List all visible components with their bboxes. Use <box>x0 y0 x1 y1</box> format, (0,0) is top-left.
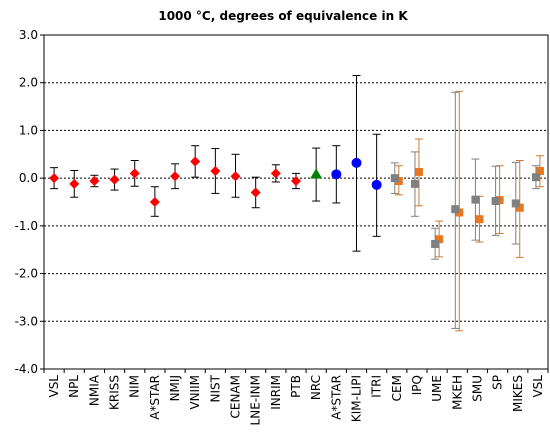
data-point <box>69 178 80 189</box>
x-axis-ticks: VSL NPL NMIA KRISS NIM A*STAR NMIJ VNIIM NIST CEN… <box>43 369 549 425</box>
y-tick-label: -2.0 <box>15 267 38 281</box>
data-point <box>515 203 524 212</box>
x-tick-label: KIM-LIPI <box>349 375 363 422</box>
data-point <box>291 176 301 187</box>
data-point <box>414 167 423 176</box>
data-point <box>190 156 201 167</box>
data-point <box>491 197 500 206</box>
data-point <box>451 205 460 214</box>
x-tick-label: NRC <box>309 375 323 400</box>
x-tick-label: KRISS <box>108 375 122 410</box>
x-tick-label: NPL <box>67 375 81 398</box>
data-point <box>89 176 100 187</box>
data-point <box>250 187 261 198</box>
plot-frame <box>43 34 549 370</box>
data-point <box>390 174 399 183</box>
x-tick-label: VSL <box>47 375 61 398</box>
x-tick-label: VSL <box>531 375 545 398</box>
y-tick-label: -4.0 <box>15 362 38 376</box>
data-point <box>270 168 281 179</box>
x-tick-label: CENAM <box>229 375 243 419</box>
data-point <box>535 166 544 175</box>
data-point <box>210 165 221 176</box>
data-point <box>410 179 419 188</box>
x-tick-label: PTB <box>289 375 303 398</box>
data-point <box>351 157 362 168</box>
x-tick-label: VNIIM <box>188 375 202 410</box>
data-point <box>511 199 520 208</box>
x-tick-label: NMIJ <box>168 375 182 401</box>
y-tick-label: 2.0 <box>19 76 38 90</box>
x-tick-label: MIKES <box>511 375 525 412</box>
data-point <box>431 239 440 248</box>
x-tick-label: NIM <box>128 375 142 398</box>
x-tick-label: NIST <box>208 374 222 402</box>
data-point <box>310 168 323 179</box>
data-marks <box>49 75 544 332</box>
x-tick-label: SMU <box>470 375 484 402</box>
data-point <box>129 168 140 179</box>
y-tick-label: 0.0 <box>19 171 38 185</box>
data-point <box>435 235 444 244</box>
y-axis-ticks: 3.0 2.0 1.0 0.0 -1.0 -2.0 -3.0 -4.0 <box>15 28 44 376</box>
data-point <box>149 197 160 207</box>
data-point <box>531 173 540 182</box>
x-tick-label: CEM <box>390 375 404 401</box>
x-tick-label: A*STAR <box>329 375 343 420</box>
chart-title: 1000 °C, degrees of equivalence in K <box>158 9 408 23</box>
x-tick-label: ITRI <box>370 375 384 398</box>
x-tick-label: A*STAR <box>148 375 162 420</box>
data-point <box>109 174 120 185</box>
data-point <box>49 173 60 184</box>
y-tick-label: 1.0 <box>19 123 38 137</box>
x-tick-label: NMIA <box>87 374 101 406</box>
data-point <box>170 171 181 182</box>
x-tick-label: UME <box>430 375 444 402</box>
x-tick-label: MKEH <box>450 375 464 410</box>
data-point <box>331 169 342 180</box>
x-tick-label: INRIM <box>269 375 283 410</box>
data-point <box>471 195 480 204</box>
y-tick-label: -3.0 <box>15 314 38 328</box>
y-tick-label: 3.0 <box>19 28 38 42</box>
x-tick-label: SP <box>491 375 505 390</box>
data-point <box>475 215 484 224</box>
data-point <box>230 171 241 182</box>
x-tick-label: LNE-INM <box>249 375 263 425</box>
data-point <box>371 179 382 190</box>
y-tick-label: -1.0 <box>15 219 38 233</box>
x-tick-label: IPQ <box>410 375 424 395</box>
